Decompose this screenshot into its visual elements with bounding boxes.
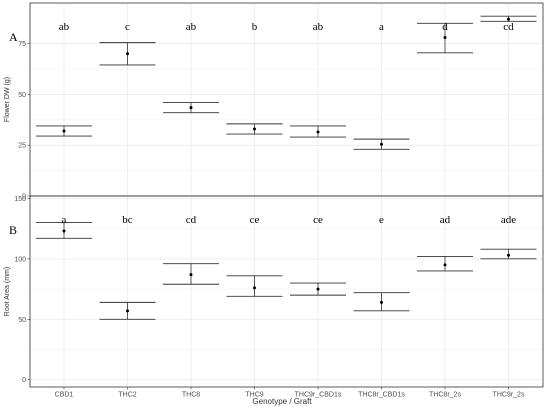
panelb-y-tick-label: 100 xyxy=(14,256,26,263)
panelb-border xyxy=(29,195,544,388)
panel-a: 0 25 50 75A Flower DW (g) ab c ab b ab a d cd xyxy=(4,2,544,201)
panela-mean-point xyxy=(443,36,447,40)
x-tick-label: THC8 xyxy=(182,392,200,399)
panelb-y-tick-label: 150 xyxy=(14,196,26,203)
panelb-mean-point xyxy=(380,300,383,304)
panela-significance-letter: b xyxy=(252,21,258,33)
panelb-significance-letter: ce xyxy=(250,214,260,226)
panela-mean-point xyxy=(253,127,256,131)
panela-y-tick-label: 25 xyxy=(18,143,26,150)
panel-b: 0 50 100 150 B Root Area (mm) a bc cd ce ce e ad ade xyxy=(4,195,544,388)
panelb-significance-letter: a xyxy=(62,214,67,226)
panelb-mean-point xyxy=(62,229,66,233)
x-axis: CBD1 THC2 THC8 THC9 THC9r_CBD1s THC8r_CBD1s TH… xyxy=(55,387,525,399)
x-tick-label: THC2 xyxy=(118,392,136,399)
panelb-significance-letter: e xyxy=(379,214,384,226)
panela-significance-letter: ab xyxy=(59,21,70,33)
panelb-significance-letter: cd xyxy=(186,214,197,226)
panelb-mean-point xyxy=(126,309,129,313)
panela-significance-letter: ab xyxy=(313,21,324,33)
panela-y-axis-title: Flower DW (g) xyxy=(4,77,11,122)
panelb-significance-letter: ad xyxy=(440,214,451,226)
panela-mean-point xyxy=(316,130,320,134)
panela-significance-letter: d xyxy=(442,21,448,33)
x-tick-label: THC9r_CBD1s xyxy=(295,392,342,399)
panela-mean-point xyxy=(507,17,510,21)
x-tick-label: THC8r_CBD1s xyxy=(358,392,405,399)
x-tick-label: THC9r_2s xyxy=(493,392,525,399)
panelb-mean-point xyxy=(507,253,510,257)
panela-border xyxy=(29,2,544,197)
x-tick-label: THC8r_2s xyxy=(429,392,461,399)
panela-mean-point xyxy=(380,142,383,146)
panela-significance-letter: c xyxy=(125,21,130,33)
panela-mean-point xyxy=(126,52,129,56)
panela-y-tick-label: 0 xyxy=(22,194,26,201)
panelb-significance-letter: ce xyxy=(313,214,323,226)
panelb-significance-letter: ade xyxy=(501,214,516,226)
panelb-y-tick-label: 0 xyxy=(22,377,26,384)
x-tick-label: THC9 xyxy=(245,392,263,399)
panelb-significance-letter: bc xyxy=(122,214,133,226)
x-tick-label: CBD1 xyxy=(55,392,74,399)
panela-y-tick-label: 50 xyxy=(18,92,26,99)
panela-significance-letter: a xyxy=(379,21,384,33)
panelb-mean-point xyxy=(443,263,447,267)
panelb-mean-point xyxy=(316,287,320,291)
panela-mean-point xyxy=(62,129,66,133)
panela-significance-letter: cd xyxy=(503,21,514,33)
panelb-y-axis-title: Root Area (mm) xyxy=(4,267,11,316)
panelb-y-tick-label: 50 xyxy=(18,317,26,324)
panelb-label: B xyxy=(9,223,17,237)
panelb-mean-point xyxy=(189,273,193,277)
panelb-mean-point xyxy=(253,286,256,290)
panela-label: A xyxy=(9,30,18,44)
panela-significance-letter: ab xyxy=(186,21,197,33)
x-axis-title: Genotype / Graft xyxy=(252,397,312,406)
panela-mean-point xyxy=(189,106,193,110)
panela-y-tick-label: 75 xyxy=(18,41,26,48)
